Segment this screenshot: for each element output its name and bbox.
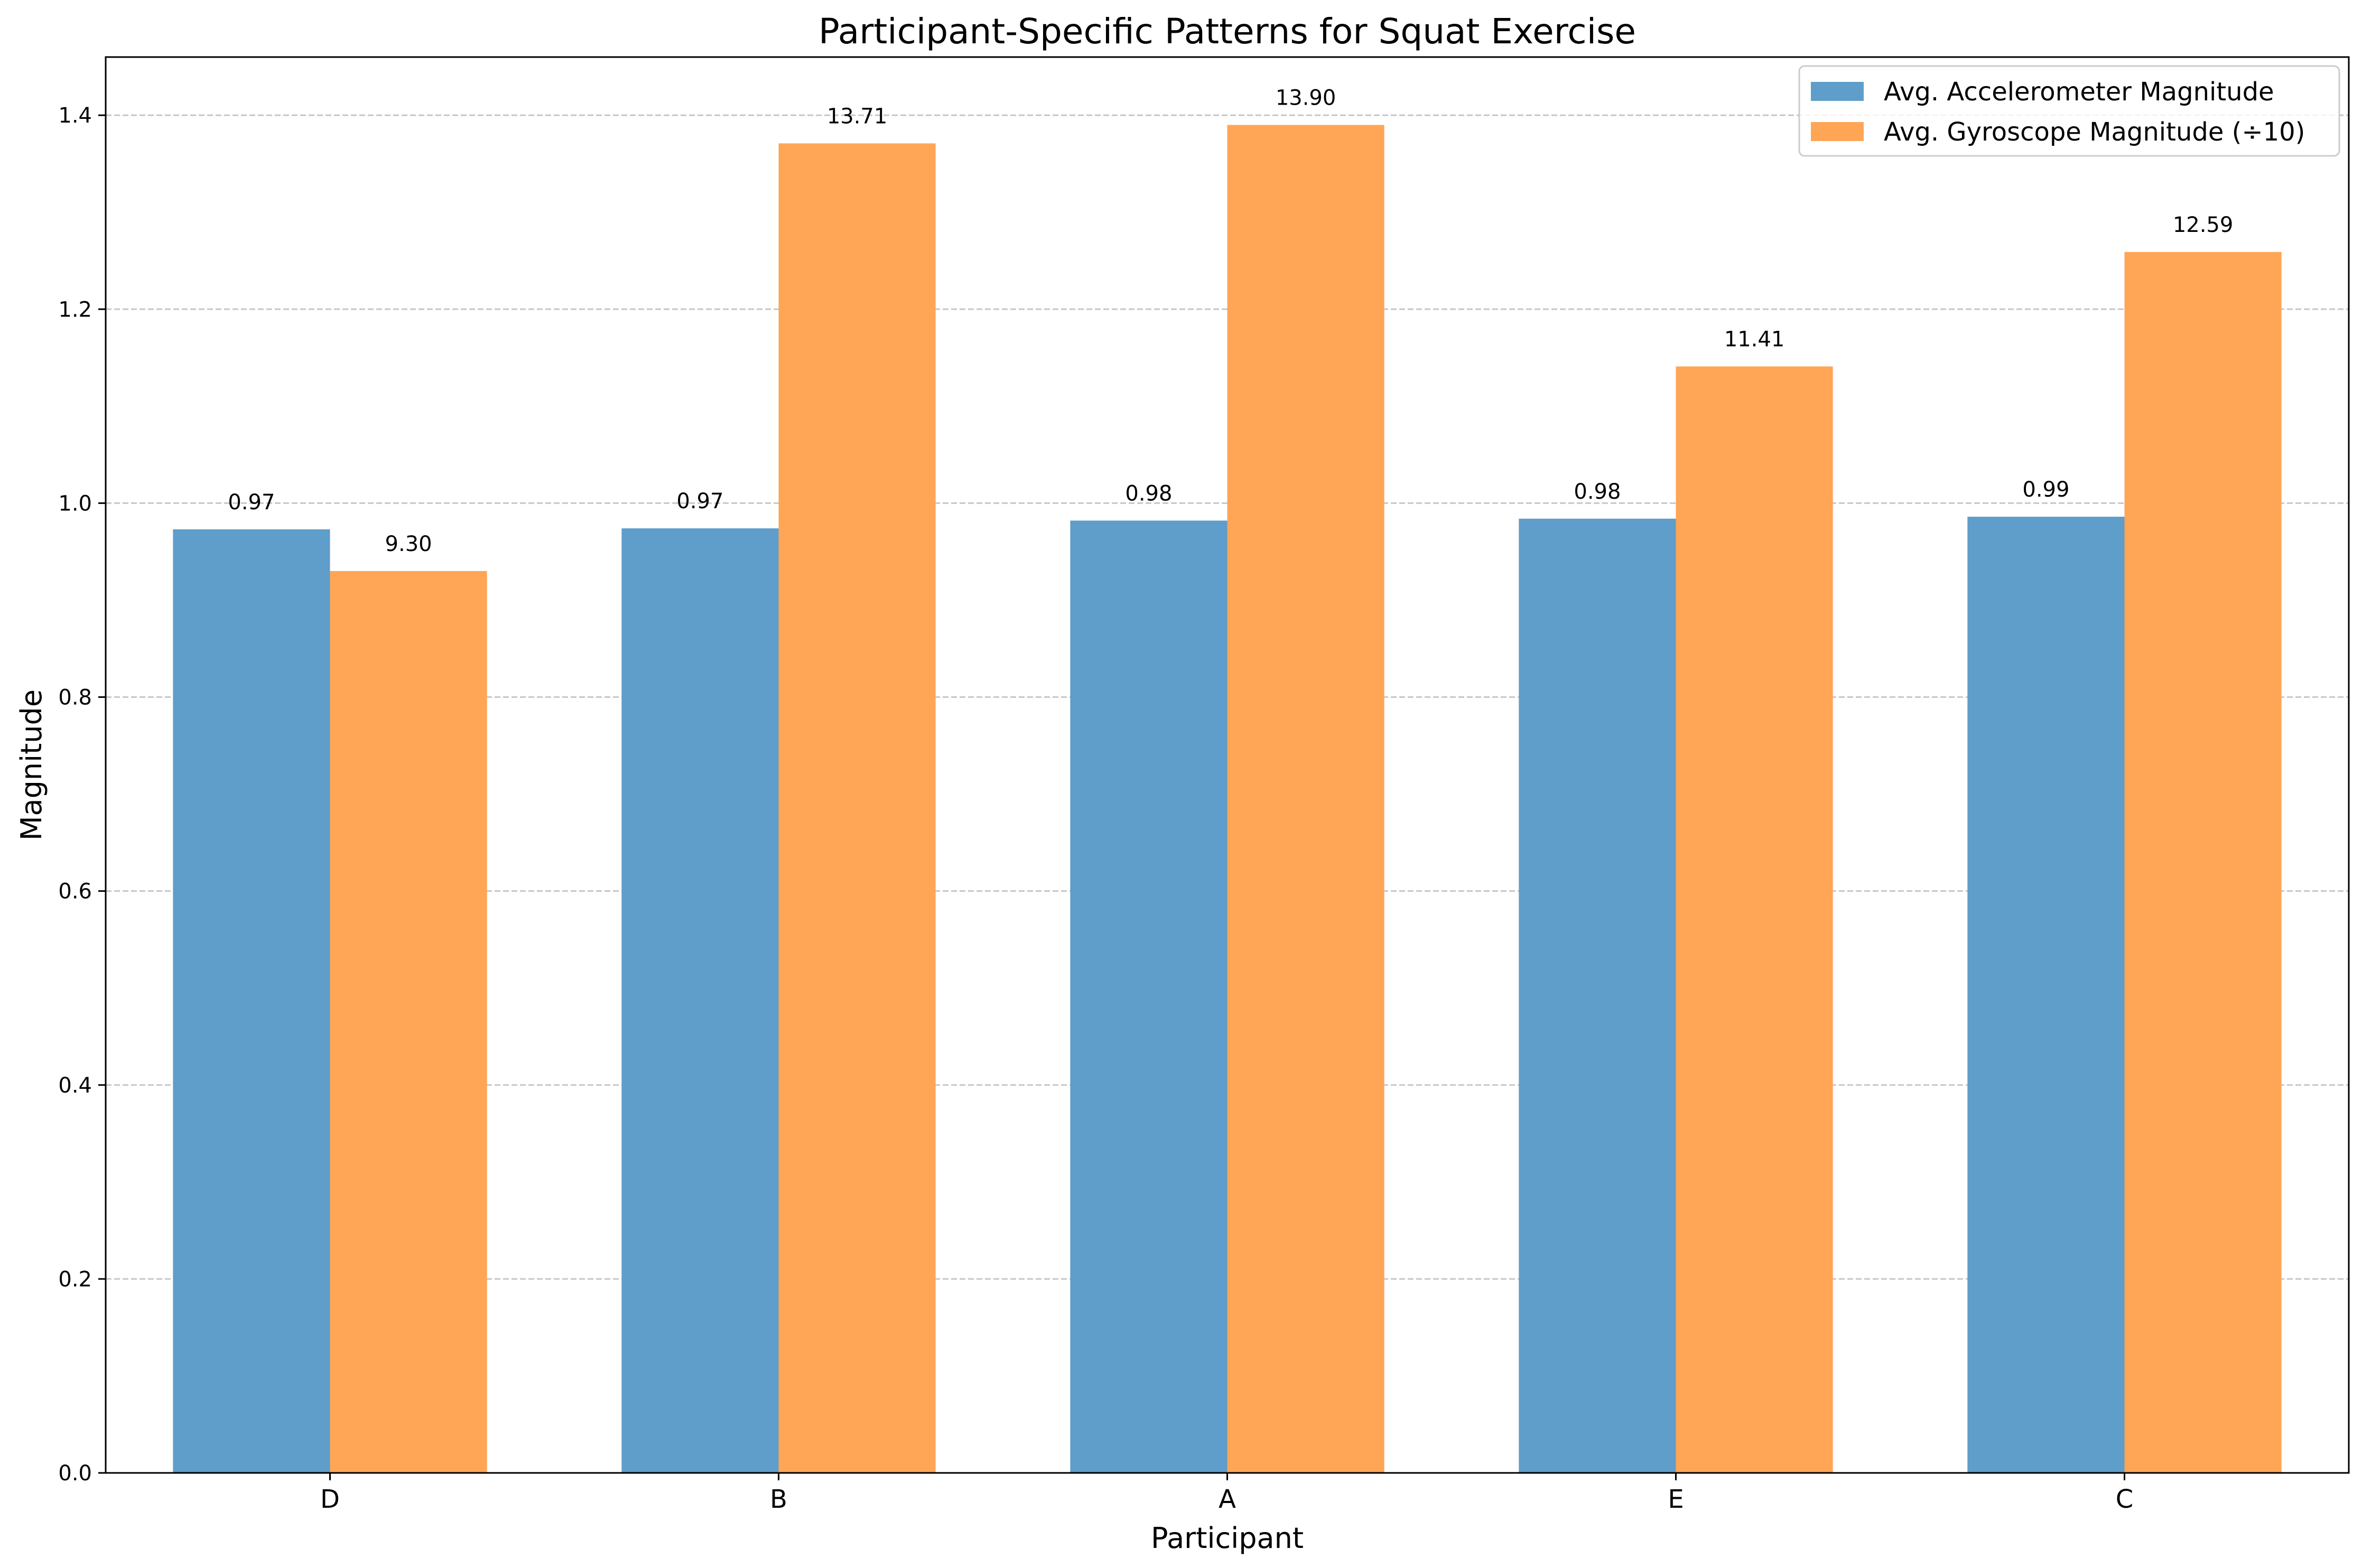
bar-accelerometer-E: [1519, 518, 1676, 1473]
data-label-gyroscope-A: 13.90: [1276, 86, 1336, 110]
legend-label-gyroscope: Avg. Gyroscope Magnitude (÷10): [1884, 117, 2305, 147]
y-tick-label: 0.4: [58, 1074, 92, 1098]
bar-gyroscope-E: [1676, 366, 1833, 1473]
data-label-gyroscope-C: 12.59: [2173, 213, 2234, 237]
x-tick-label: C: [2116, 1485, 2134, 1514]
y-tick-label: 0.0: [58, 1461, 92, 1486]
y-axis: 0.0 0.2 0.4 0.6 0.8 1.0 1.2 1.4: [58, 104, 106, 1486]
y-tick-label: 0.8: [58, 686, 92, 710]
legend: Avg. Accelerometer Magnitude Avg. Gyrosco…: [1798, 65, 2340, 157]
x-tick-label: D: [320, 1485, 340, 1514]
y-tick-label: 1.2: [58, 297, 92, 322]
data-label-gyroscope-E: 11.41: [1724, 328, 1785, 352]
bars: [173, 125, 2282, 1473]
data-label-accelerometer-C: 0.99: [2022, 478, 2069, 502]
data-label-gyroscope-D: 9.30: [385, 532, 432, 556]
data-label-gyroscope-B: 13.71: [827, 104, 888, 128]
bar-gyroscope-B: [778, 143, 936, 1473]
legend-swatch-accelerometer: [1811, 82, 1864, 101]
y-tick-label: 0.2: [58, 1267, 92, 1292]
data-label-accelerometer-A: 0.98: [1125, 481, 1172, 506]
y-tick-label: 1.4: [58, 104, 92, 128]
bar-accelerometer-C: [1967, 517, 2125, 1473]
bar-gyroscope-A: [1227, 125, 1384, 1473]
y-axis-label: Magnitude: [15, 689, 48, 841]
x-axis-label: Participant: [1151, 1522, 1304, 1555]
bar-accelerometer-D: [173, 529, 330, 1473]
bar-accelerometer-B: [621, 528, 779, 1473]
bar-gyroscope-C: [2124, 251, 2282, 1473]
x-tick-label: E: [1668, 1485, 1684, 1514]
y-tick-label: 0.6: [58, 880, 92, 904]
x-tick-label: A: [1219, 1485, 1236, 1514]
data-label-accelerometer-D: 0.97: [228, 490, 275, 515]
data-label-accelerometer-B: 0.97: [676, 489, 723, 514]
legend-label-accelerometer: Avg. Accelerometer Magnitude: [1884, 77, 2274, 107]
legend-swatch-gyroscope: [1811, 122, 1864, 141]
chart-title: Participant-Specific Patterns for Squat …: [819, 11, 1636, 52]
data-label-accelerometer-E: 0.98: [1574, 480, 1621, 504]
x-tick-label: B: [770, 1485, 787, 1514]
data-labels: 0.97 9.30 0.97 13.71 0.98 13.90 0.98 11.41 0.99 1…: [228, 86, 2233, 556]
legend-box: [1798, 65, 2340, 157]
bar-gyroscope-D: [330, 571, 487, 1473]
y-tick-label: 1.0: [58, 491, 92, 516]
bar-accelerometer-A: [1070, 520, 1228, 1473]
